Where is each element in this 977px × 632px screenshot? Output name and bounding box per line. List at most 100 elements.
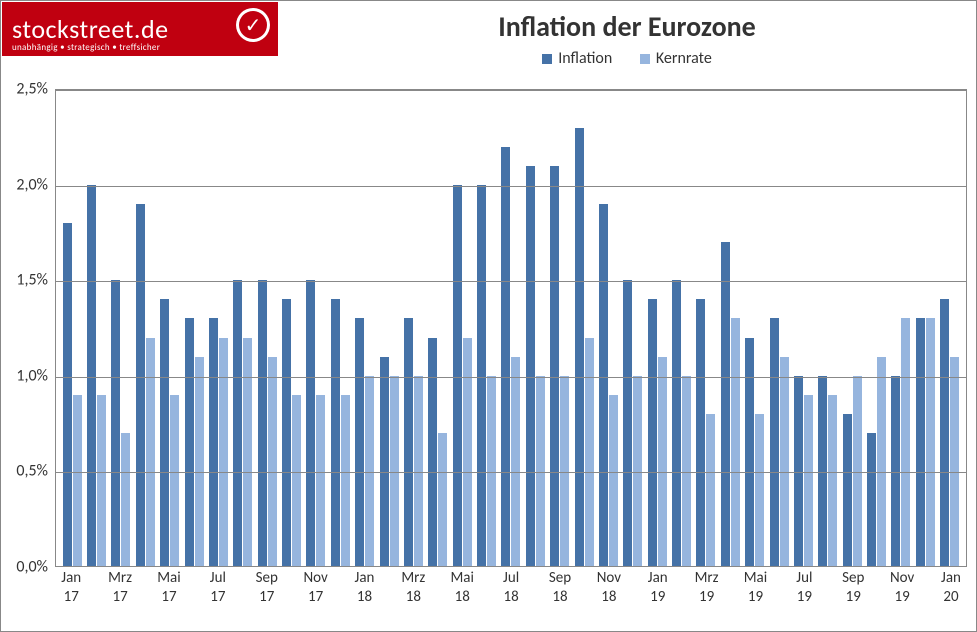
bar-kernrate: [316, 395, 325, 566]
bar-kernrate: [414, 376, 423, 566]
bar-group: [840, 90, 864, 566]
bar-inflation: [550, 166, 559, 566]
legend-label: Inflation: [558, 49, 612, 68]
brand-logo: stockstreet.de ✓ unabhängig • strategisc…: [2, 2, 278, 56]
bar-kernrate: [585, 338, 594, 566]
bar-kernrate: [755, 414, 764, 566]
bar-inflation: [160, 299, 169, 566]
bar-inflation: [87, 185, 96, 566]
bar-kernrate: [901, 318, 910, 566]
bar-kernrate: [97, 395, 106, 566]
logo-text: stockstreet.de: [12, 13, 169, 45]
legend-swatch-kernrate: [640, 54, 650, 64]
bar-kernrate: [682, 376, 691, 566]
bar-group: [913, 90, 937, 566]
x-tick-label: Sep 19: [841, 569, 865, 607]
bar-group: [60, 90, 84, 566]
bar-inflation: [575, 128, 584, 566]
bar-group: [158, 90, 182, 566]
logo-brand: stockstreet: [12, 13, 134, 45]
bar-inflation: [696, 299, 705, 566]
x-tick-label: Nov 17: [303, 569, 327, 607]
x-tick-label: Jul 19: [792, 569, 816, 607]
bar-kernrate: [243, 338, 252, 566]
bar-inflation: [648, 299, 657, 566]
bar-inflation: [233, 280, 242, 566]
y-tick-label: 1,0%: [4, 366, 48, 385]
bar-group: [304, 90, 328, 566]
bar-inflation: [501, 147, 510, 566]
bar-inflation: [745, 338, 754, 566]
bar-kernrate: [292, 395, 301, 566]
bar-group: [596, 90, 620, 566]
bar-kernrate: [560, 376, 569, 566]
bar-group: [474, 90, 498, 566]
x-tick-label: Jan 18: [352, 569, 376, 607]
x-tick-label: Jan 20: [939, 569, 963, 607]
x-tick-label: Jul 17: [206, 569, 230, 607]
bar-group: [328, 90, 352, 566]
bar-group: [669, 90, 693, 566]
bar-kernrate: [804, 395, 813, 566]
x-tick-label: Mrz 17: [108, 569, 132, 607]
bar-inflation: [136, 204, 145, 566]
plot-area: [55, 89, 967, 567]
bar-inflation: [770, 318, 779, 566]
bar-kernrate: [463, 338, 472, 566]
bar-group: [499, 90, 523, 566]
bar-kernrate: [511, 357, 520, 566]
bar-group: [572, 90, 596, 566]
bar-inflation: [672, 280, 681, 566]
bar-group: [255, 90, 279, 566]
bar-group: [791, 90, 815, 566]
bar-kernrate: [926, 318, 935, 566]
gridline: [56, 472, 966, 473]
bar-inflation: [623, 280, 632, 566]
chart-title: Inflation der Eurozone: [278, 9, 976, 44]
bar-group: [401, 90, 425, 566]
bar-inflation: [111, 280, 120, 566]
bar-kernrate: [268, 357, 277, 566]
x-tick-label: Jan 17: [59, 569, 83, 607]
bar-group: [377, 90, 401, 566]
bar-inflation: [599, 204, 608, 566]
x-tick-label: Jul 18: [499, 569, 523, 607]
legend-item-inflation: Inflation: [542, 49, 616, 68]
bar-group: [645, 90, 669, 566]
bar-inflation: [380, 357, 389, 566]
bar-group: [109, 90, 133, 566]
bar-group: [279, 90, 303, 566]
x-tick-label: Jan 19: [646, 569, 670, 607]
bar-inflation: [428, 338, 437, 566]
bar-inflation: [940, 299, 949, 566]
legend-label: Kernrate: [656, 49, 712, 68]
gridline: [56, 90, 966, 91]
bar-inflation: [282, 299, 291, 566]
bar-kernrate: [877, 357, 886, 566]
y-tick-label: 2,5%: [4, 80, 48, 99]
bar-kernrate: [487, 376, 496, 566]
gridline: [56, 377, 966, 378]
bar-inflation: [891, 376, 900, 566]
bar-inflation: [526, 166, 535, 566]
check-glyph: ✓: [239, 11, 267, 39]
legend-swatch-inflation: [542, 54, 552, 64]
bar-group: [767, 90, 791, 566]
y-tick-label: 1,5%: [4, 271, 48, 290]
bar-inflation: [185, 318, 194, 566]
bar-kernrate: [536, 376, 545, 566]
y-tick-label: 0,0%: [4, 558, 48, 577]
bar-group: [548, 90, 572, 566]
bar-inflation: [355, 318, 364, 566]
bar-kernrate: [365, 376, 374, 566]
chart-container: stockstreet.de ✓ unabhängig • strategisc…: [0, 0, 977, 632]
bar-inflation: [818, 376, 827, 566]
bar-inflation: [477, 185, 486, 566]
bar-inflation: [331, 299, 340, 566]
bar-group: [889, 90, 913, 566]
bar-kernrate: [195, 357, 204, 566]
bar-kernrate: [609, 395, 618, 566]
bar-group: [231, 90, 255, 566]
logo-subtitle: unabhängig • strategisch • treffsicher: [12, 42, 160, 53]
bar-kernrate: [706, 414, 715, 566]
